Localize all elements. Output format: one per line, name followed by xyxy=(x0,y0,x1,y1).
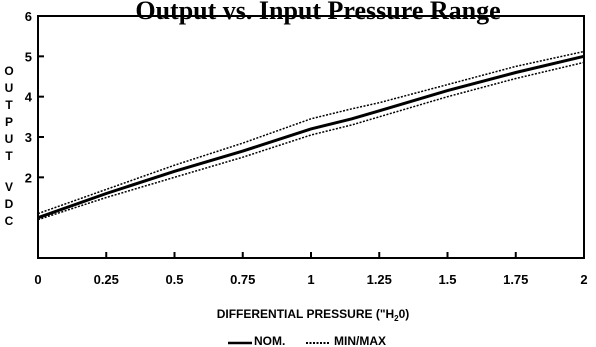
x-tick-label: 0.25 xyxy=(94,272,119,287)
y-tick-label: 5 xyxy=(25,49,32,64)
y-axis-label-char: P xyxy=(5,115,13,129)
legend-nom-label: NOM. xyxy=(254,334,285,347)
y-axis-label-char: T xyxy=(5,149,13,163)
x-tick-label: 0.5 xyxy=(165,272,183,287)
y-tick-label: 6 xyxy=(25,9,32,24)
y-tick-label: 2 xyxy=(25,170,32,185)
x-axis-label: DIFFERENTIAL PRESSURE ("H20) xyxy=(217,307,410,323)
y-tick-label: 3 xyxy=(25,130,32,145)
nominal-line xyxy=(37,54,585,220)
plot-frame xyxy=(37,15,585,259)
y-axis-label-char: D xyxy=(5,197,14,211)
x-tick-label: 2 xyxy=(580,272,587,287)
y-axis-label-char: O xyxy=(4,64,13,78)
min-line xyxy=(37,61,585,221)
x-tick-label: 0 xyxy=(34,272,41,287)
x-tick-label: 1 xyxy=(307,272,314,287)
series-lines xyxy=(37,50,585,221)
legend-minmax-label: MIN/MAX xyxy=(334,334,386,347)
y-axis-label-char: U xyxy=(5,132,14,146)
x-tick-label: 1.75 xyxy=(503,272,528,287)
x-tick-label: 1.5 xyxy=(438,272,456,287)
chart-title: Output vs. Input Pressure Range xyxy=(135,0,500,25)
y-axis-label-char: T xyxy=(5,98,13,112)
y-axis-label-char: U xyxy=(5,81,14,95)
max-line xyxy=(37,50,585,215)
y-tick-label: 4 xyxy=(25,90,33,105)
x-tick-label: 1.25 xyxy=(367,272,392,287)
x-tick-label: 0.75 xyxy=(230,272,255,287)
legend: NOM. MIN/MAX xyxy=(228,334,386,347)
axis-ticks: 0 0.25 0.5 0.75 1 1.25 1.5 1.75 2 2 3 4 5 6 xyxy=(25,9,588,287)
y-axis-label-char: C xyxy=(5,214,14,228)
y-axis-label-char: V xyxy=(5,180,13,194)
